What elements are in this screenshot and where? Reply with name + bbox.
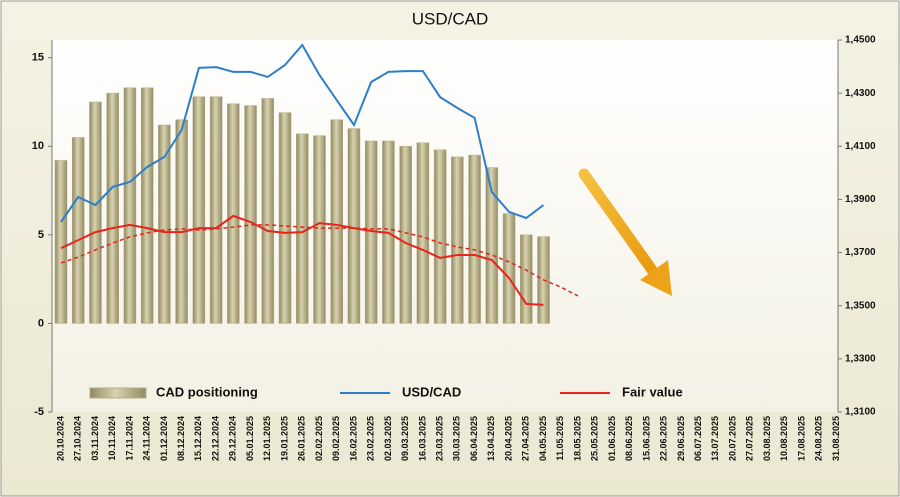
bar (123, 87, 137, 324)
x-tick-label: 23.02.2025 (366, 416, 376, 461)
bar (433, 149, 447, 324)
y-tick-label: 0 (38, 317, 44, 329)
dashed-line (60, 224, 579, 297)
bar (89, 101, 102, 324)
bar (192, 96, 206, 324)
bar (106, 92, 119, 324)
bar (278, 112, 292, 324)
line (60, 43, 545, 223)
x-tick-label: 20.10.2024 (55, 416, 65, 461)
bar (330, 119, 343, 324)
x-tick-label: 06.07.2025 (693, 416, 703, 461)
x-tick-label: 19.01.2025 (279, 416, 289, 461)
bar (209, 96, 223, 324)
x-tick-label: 24.11.2024 (142, 416, 152, 461)
x-tick-label: 22.06.2025 (659, 416, 669, 461)
x-tick-label: 20.07.2025 (727, 416, 737, 461)
y2-tick-label: 1,3100 (845, 407, 876, 418)
x-tick-label: 05.01.2025 (245, 416, 255, 461)
x-tick-label: 23.03.2025 (435, 416, 445, 461)
bar (54, 160, 68, 324)
y2-tick-label: 1,4300 (845, 88, 876, 99)
x-tick-label: 15.06.2025 (641, 416, 651, 461)
x-tick-label: 27.10.2024 (73, 416, 83, 461)
bar (71, 137, 85, 324)
bar (485, 167, 499, 324)
bar (347, 128, 361, 324)
y2-tick-label: 1,3900 (845, 194, 876, 205)
x-tick-label: 25.05.2025 (590, 416, 600, 461)
x-tick-label: 06.04.2025 (469, 416, 479, 461)
bar (244, 105, 257, 324)
bar (261, 98, 275, 324)
bar (175, 119, 188, 324)
bar (520, 234, 533, 324)
x-tick-label: 03.08.2025 (762, 416, 772, 461)
x-tick-label: 13.04.2025 (486, 416, 496, 461)
x-tick-label: 11.05.2025 (555, 416, 565, 461)
x-tick-label: 26.01.2025 (297, 416, 307, 461)
x-tick-label: 10.08.2025 (779, 416, 789, 461)
x-tick-label: 18.05.2025 (572, 416, 582, 461)
x-tick-label: 10.11.2024 (107, 416, 117, 461)
x-tick-label: 04.05.2025 (538, 416, 548, 461)
bar (158, 124, 171, 324)
x-tick-label: 13.07.2025 (710, 416, 720, 461)
bar (296, 133, 309, 324)
bar (227, 103, 240, 324)
x-tick-label: 24.08.2025 (814, 416, 824, 461)
x-tick-label: 02.03.2025 (383, 416, 393, 461)
x-tick-label: 08.12.2024 (176, 416, 186, 461)
x-tick-label: 16.03.2025 (417, 416, 427, 461)
x-tick-label: 22.12.2024 (210, 416, 220, 461)
x-tick-label: 16.02.2025 (348, 416, 358, 461)
bar (502, 213, 516, 324)
x-tick-label: 20.04.2025 (503, 416, 513, 461)
y-tick-label: -5 (34, 406, 44, 418)
x-tick-label: 30.03.2025 (452, 416, 462, 461)
x-tick-label: 09.02.2025 (331, 416, 341, 461)
x-tick-label: 03.11.2024 (90, 416, 100, 461)
x-tick-label: 17.11.2024 (124, 416, 134, 461)
x-tick-label: 01.12.2024 (159, 416, 169, 461)
x-tick-label: 27.07.2025 (745, 416, 755, 461)
x-tick-label: 12.01.2025 (262, 416, 272, 461)
x-tick-label: 15.12.2024 (193, 416, 203, 461)
bar (416, 142, 430, 324)
bar (313, 135, 326, 324)
y2-tick-label: 1,3500 (845, 300, 876, 311)
bar (140, 87, 154, 324)
legend-label: Fair value (622, 384, 683, 399)
x-tick-label: 31.08.2025 (831, 416, 841, 461)
y-tick-label: 5 (38, 229, 44, 241)
x-tick-label: 09.03.2025 (400, 416, 410, 461)
bar (399, 146, 412, 324)
bar (468, 154, 481, 324)
line (60, 214, 544, 306)
x-tick-label: 29.12.2024 (228, 416, 238, 461)
bar (451, 156, 464, 324)
legend-label: CAD positioning (156, 384, 258, 399)
x-tick-label: 27.04.2025 (521, 416, 531, 461)
x-tick-label: 29.06.2025 (676, 416, 686, 461)
arrow-head (640, 260, 672, 296)
y2-tick-label: 1,3700 (845, 247, 876, 258)
y2-tick-label: 1,4100 (845, 141, 876, 152)
arrow-shaft (578, 168, 658, 276)
x-tick-label: 17.08.2025 (796, 416, 806, 461)
y2-tick-label: 1,3300 (845, 353, 876, 364)
x-tick-label: 08.06.2025 (624, 416, 634, 461)
legend-swatch (89, 387, 147, 399)
chart-title: USD/CAD (412, 9, 489, 28)
y-tick-label: 15 (32, 52, 44, 64)
y-tick-label: 10 (32, 140, 44, 152)
y2-tick-label: 1,4500 (845, 35, 876, 46)
trend-arrow (578, 168, 672, 296)
x-tick-label: 01.06.2025 (607, 416, 617, 461)
x-tick-label: 02.02.2025 (314, 416, 324, 461)
legend-label: USD/CAD (402, 384, 461, 399)
